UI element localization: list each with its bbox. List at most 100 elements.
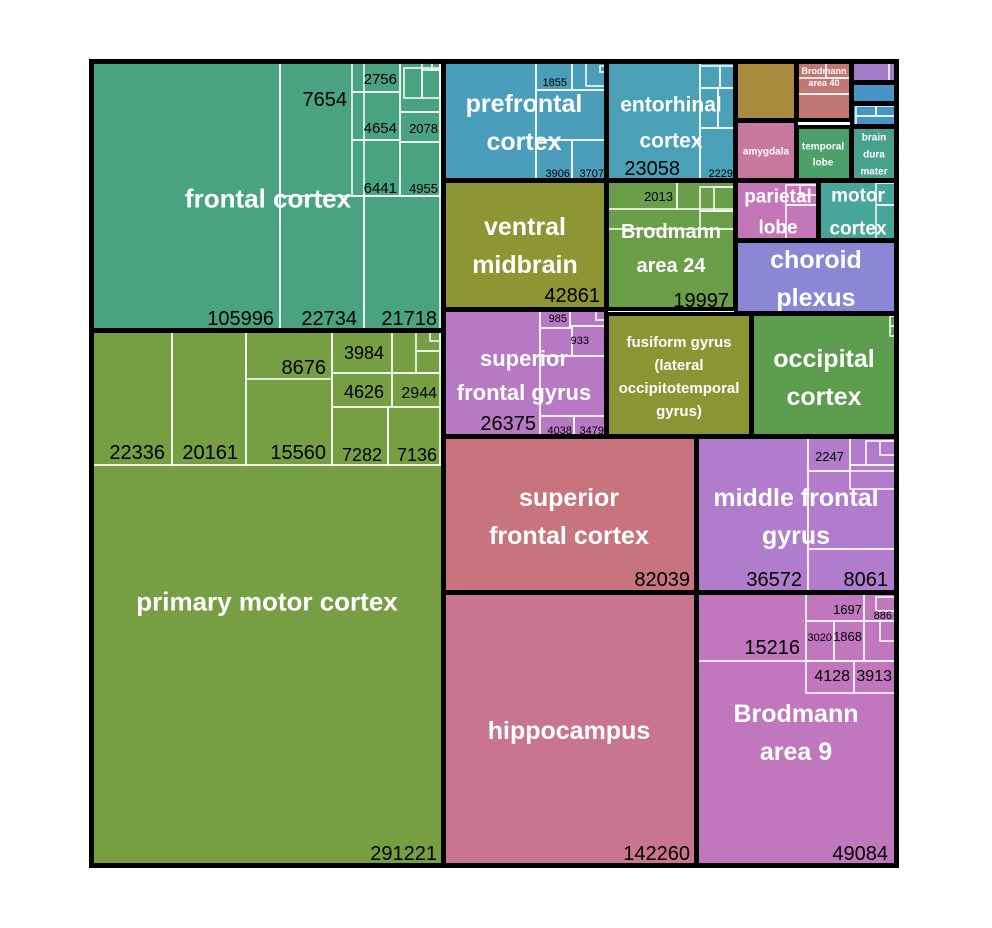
tile-a [736, 62, 796, 120]
tile-c [852, 62, 896, 82]
region-label-choroid-plexus: choroid [770, 246, 862, 274]
value-label: 2078 [409, 121, 438, 136]
value-label: 15216 [744, 637, 800, 659]
tile-primary-motor-cortex [92, 331, 443, 865]
tile-superior-frontal-gyrus [444, 310, 606, 436]
value-label: 3984 [344, 343, 384, 363]
region-label-superior-frontal-gyrus: frontal gyrus [457, 380, 591, 405]
region-label-brodmann-area-40: Brodmann [802, 66, 847, 76]
region-label-brodmann-area-24: area 24 [637, 255, 707, 277]
region-label-parietal-lobe: lobe [758, 217, 797, 238]
value-label: 8061 [844, 569, 889, 591]
region-label-fusiform-gyrus: fusiform gyrus [626, 334, 731, 351]
value-label: 4038 [548, 425, 572, 437]
value-label: 2013 [644, 189, 673, 204]
value-label: 23058 [624, 158, 680, 180]
value-label: 142260 [623, 843, 690, 865]
tile-brodmann-area-9 [697, 593, 896, 865]
value-label: 42861 [544, 285, 600, 307]
value-label: 21718 [381, 308, 437, 330]
value-label: 933 [571, 335, 589, 347]
value-label: 985 [549, 313, 567, 325]
tile-e [852, 104, 896, 126]
subregion-tile [421, 67, 441, 99]
region-label-middle-frontal-gyrus: gyrus [762, 522, 830, 550]
subregion-tile [415, 350, 441, 374]
region-label-frontal-cortex: frontal cortex [185, 183, 352, 213]
value-label: 3707 [580, 168, 604, 180]
region-label-brodmann-area-9: Brodmann [734, 700, 859, 728]
value-label: 2944 [401, 385, 437, 402]
region-label-middle-frontal-gyrus: middle frontal [713, 484, 878, 512]
value-label: 82039 [634, 569, 690, 591]
tile-prefrontal-cortex [444, 62, 606, 180]
tile-hippocampus [444, 593, 696, 865]
value-label: 20161 [182, 442, 238, 464]
region-label-choroid-plexus: plexus [776, 284, 855, 312]
region-label-fusiform-gyrus: (lateral [654, 357, 703, 374]
value-label: 7136 [397, 445, 437, 465]
value-label: 4654 [364, 120, 397, 137]
tile-choroid-plexus [736, 241, 896, 313]
region-label-brain-dura-mater: brain [862, 133, 886, 144]
tile-occipital-cortex [752, 314, 896, 436]
tile-ventral-midbrain [444, 181, 606, 309]
value-label: 2229 [709, 168, 733, 180]
value-label: 26375 [480, 413, 536, 435]
region-label-entorhinal-cortex: entorhinal [620, 94, 722, 117]
value-label: 1868 [833, 629, 862, 644]
value-label: 4626 [344, 382, 384, 402]
region-label-prefrontal-cortex: prefrontal [466, 90, 583, 118]
region-label-brain-dura-mater: mater [860, 167, 887, 178]
value-label: 22336 [109, 442, 165, 464]
region-label-temporal-lobe: temporal [802, 142, 844, 153]
treemap-frame [89, 59, 899, 868]
tile-brodmann-area-40 [797, 62, 851, 120]
region-label-motor-cortex: motor [831, 185, 885, 206]
region-label-fusiform-gyrus: gyrus) [656, 403, 702, 420]
region-label-brodmann-area-40: area 40 [808, 78, 839, 88]
region-label-prefrontal-cortex: cortex [486, 128, 561, 156]
value-label: 291221 [370, 843, 437, 865]
region-label-ventral-midbrain: midbrain [472, 251, 578, 279]
value-label: 36572 [746, 569, 802, 591]
region-label-ventral-midbrain: ventral [484, 213, 566, 241]
value-label: 4128 [814, 668, 850, 685]
region-label-primary-motor-cortex: primary motor cortex [136, 586, 398, 616]
region-label-motor-cortex: cortex [829, 218, 886, 239]
value-label: 19997 [673, 290, 729, 312]
region-label-superior-frontal-cortex: frontal cortex [489, 522, 649, 550]
value-label: 886 [874, 610, 892, 622]
value-label: 105996 [207, 308, 274, 330]
value-label: 8676 [282, 357, 327, 379]
tile-fusiform-gyrus-lateral-occipitotemporal-gyrus [607, 314, 751, 436]
region-label-fusiform-gyrus: occipitotemporal [619, 380, 740, 397]
value-label: 22734 [301, 308, 357, 330]
tile-superior-frontal-cortex [444, 437, 696, 592]
region-label-occipital-cortex: occipital [773, 345, 874, 373]
region-label-brain-dura-mater: dura [863, 150, 885, 161]
value-label: 2756 [364, 71, 397, 88]
value-label: 1855 [543, 77, 567, 89]
tile-entorhinal-cortex [607, 62, 735, 180]
tile-parietal-lobe [736, 181, 818, 240]
tile-middle-frontal-gyrus [697, 437, 896, 592]
tile-amygdala [736, 121, 796, 180]
value-label: 4955 [409, 181, 438, 196]
value-label: 3913 [856, 668, 892, 685]
tile-d [852, 83, 896, 103]
tile-temporal-lobe [797, 127, 851, 180]
value-label: 2247 [815, 449, 844, 464]
region-label-occipital-cortex: cortex [786, 383, 861, 411]
value-label: 7282 [342, 445, 382, 465]
region-label-amygdala: amygdala [743, 147, 790, 158]
value-label: 3906 [546, 168, 570, 180]
tile-brain-dura-mater [852, 127, 896, 180]
value-label: 7654 [303, 89, 348, 111]
value-label: 3479 [580, 425, 604, 437]
region-label-superior-frontal-gyrus: superior [480, 346, 568, 371]
region-label-brodmann-area-9: area 9 [760, 738, 832, 766]
value-label: 15560 [270, 442, 326, 464]
tile-motor-cortex [819, 181, 896, 240]
